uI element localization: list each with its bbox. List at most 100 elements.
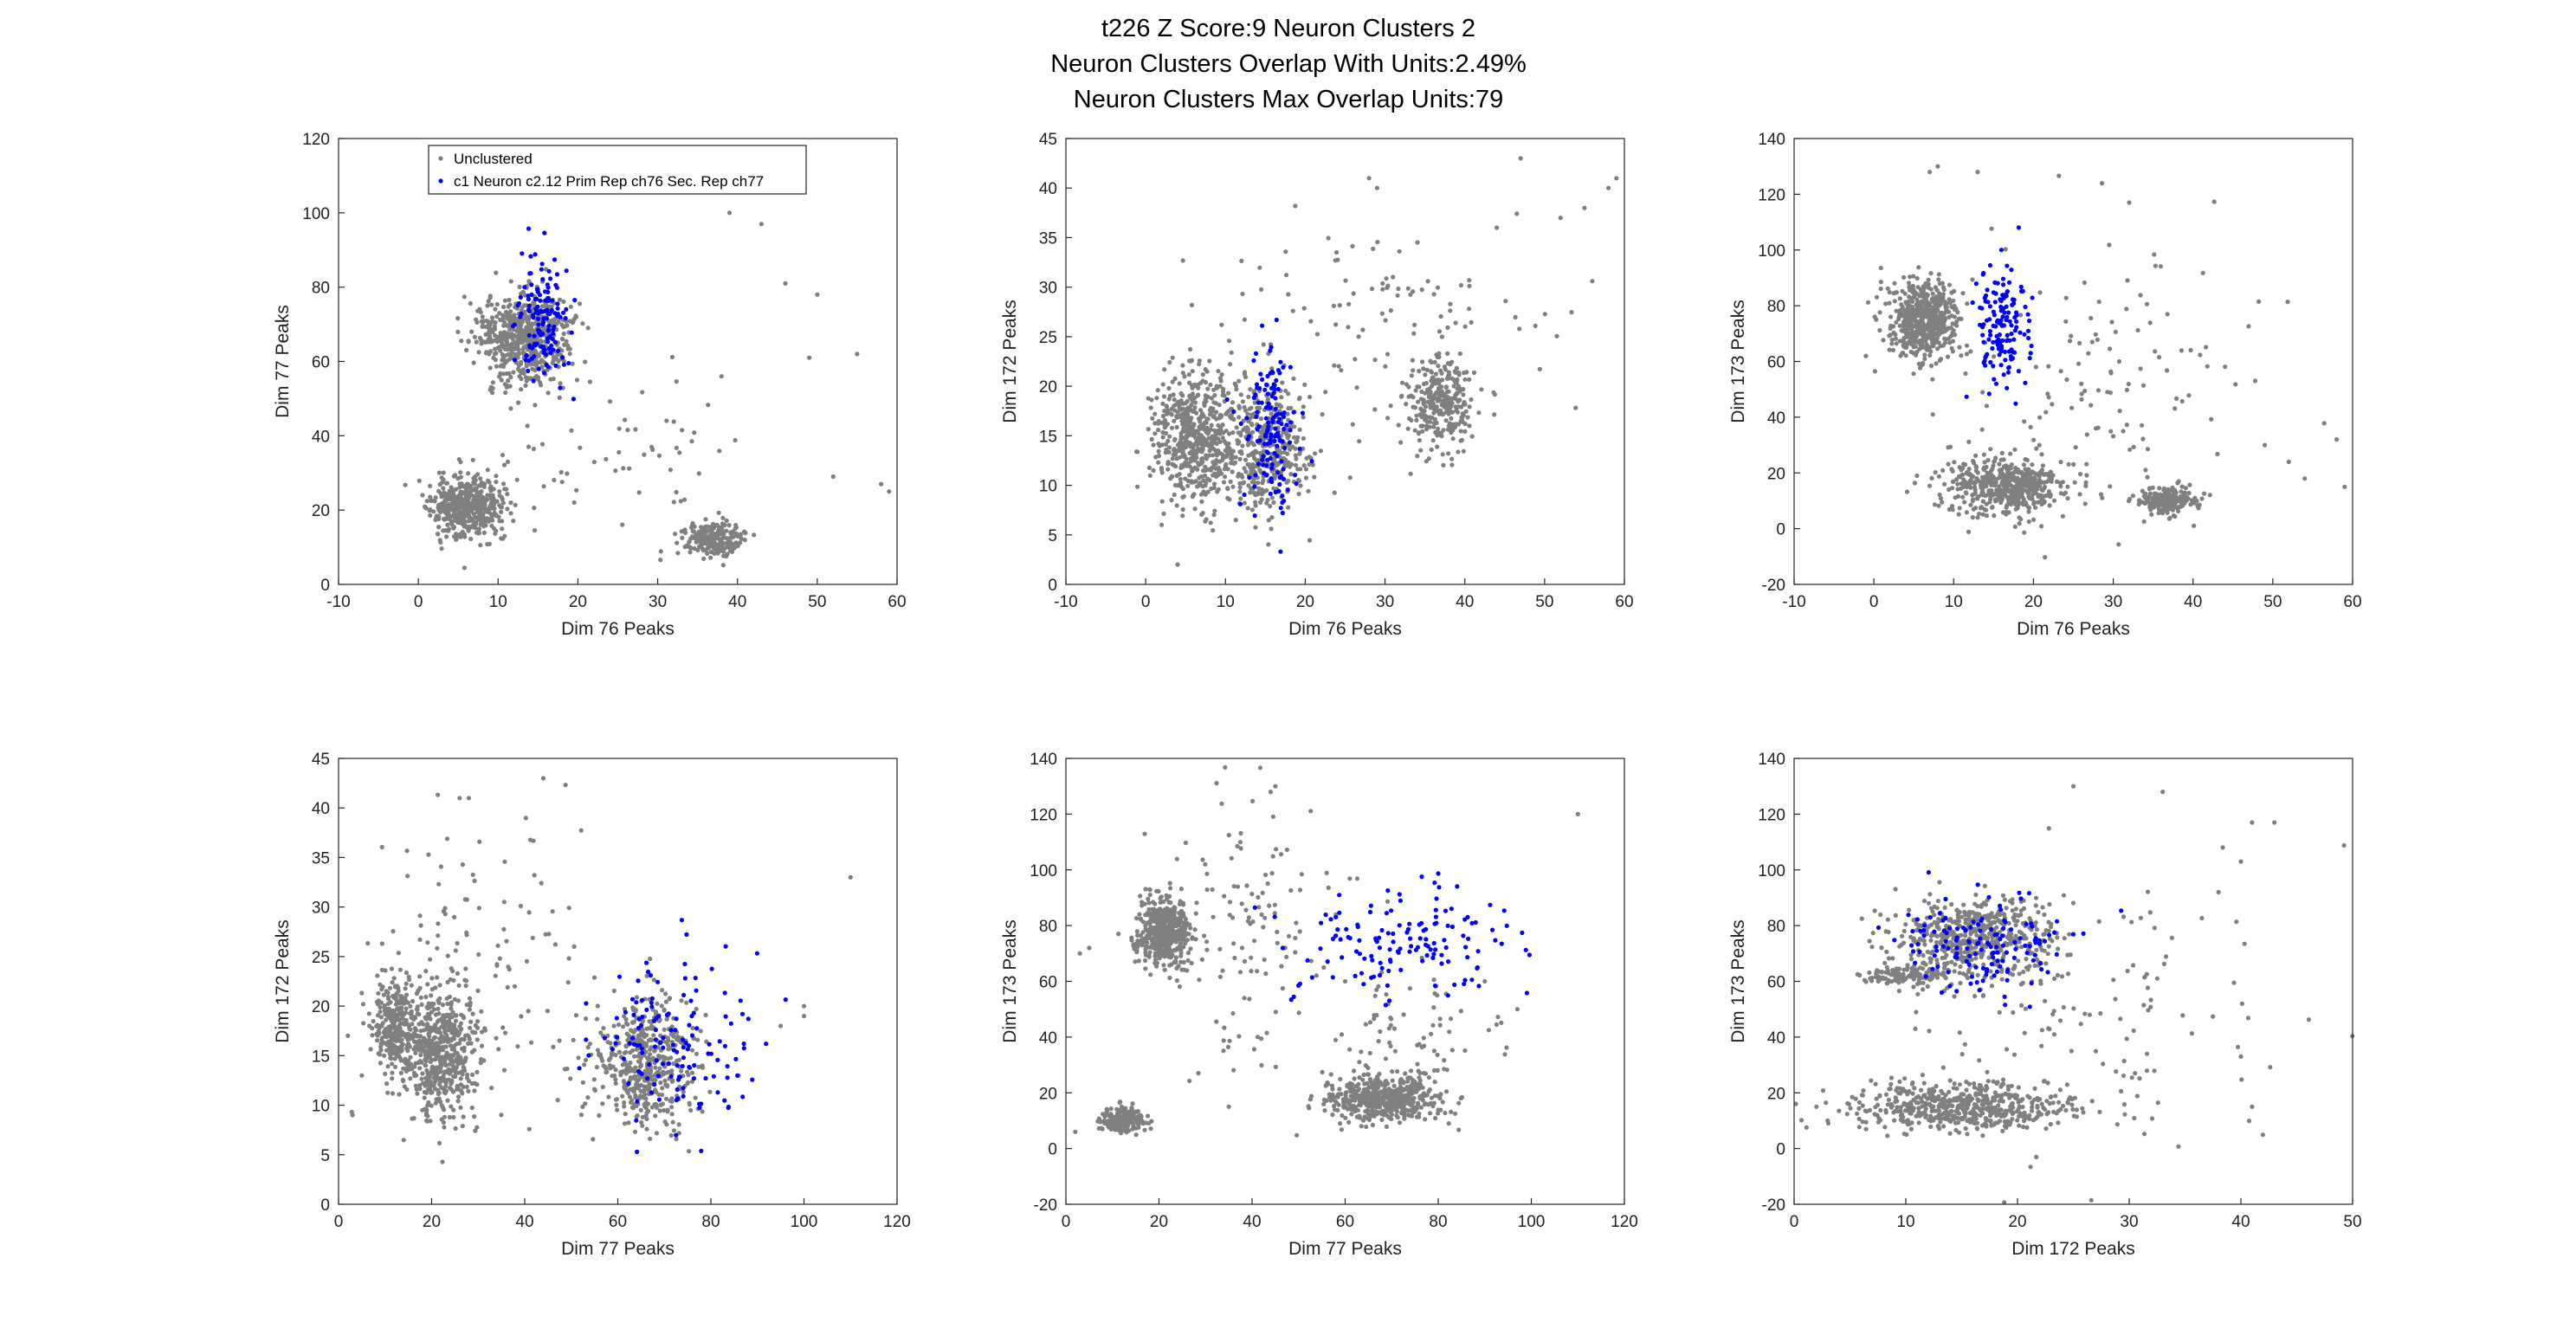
data-point [2008, 451, 2013, 456]
data-point [1245, 506, 1250, 511]
data-point [1927, 352, 1933, 358]
data-point [2149, 512, 2154, 517]
data-point [511, 327, 516, 332]
data-point [1135, 484, 1140, 489]
data-point [1960, 291, 1966, 296]
data-point [539, 261, 545, 267]
data-point [1423, 372, 1428, 377]
data-point [526, 317, 532, 322]
data-point [370, 1033, 375, 1038]
data-point [558, 469, 564, 475]
data-point [517, 374, 522, 379]
data-point [2150, 485, 2155, 490]
data-point [1165, 467, 1171, 472]
data-point [1994, 333, 1999, 339]
data-point [1925, 310, 1930, 316]
data-point [1155, 388, 1160, 393]
data-point [1219, 322, 1224, 327]
data-point [2014, 319, 2019, 324]
data-point [388, 1000, 393, 1005]
data-point [2205, 364, 2210, 369]
data-point [1998, 457, 2004, 462]
data-point [1185, 414, 1191, 419]
data-point [1205, 431, 1211, 436]
data-point [2010, 493, 2015, 498]
data-point [1998, 297, 2003, 302]
data-point [554, 272, 560, 277]
x-tick-label: 40 [728, 593, 746, 611]
data-point [1357, 439, 1362, 444]
data-point [2034, 446, 2039, 451]
data-point [1425, 279, 1430, 284]
data-point [488, 319, 494, 326]
data-point [481, 506, 487, 512]
data-point [1196, 392, 1201, 397]
data-point [1264, 382, 1269, 387]
data-point [1177, 405, 1182, 410]
data-point [717, 448, 722, 454]
data-point [1220, 389, 1226, 394]
data-point [1437, 409, 1443, 414]
data-point [2179, 484, 2185, 489]
data-point [699, 525, 704, 530]
data-point [2098, 492, 2104, 497]
data-point [583, 359, 588, 364]
data-point [1454, 390, 1459, 396]
data-point [718, 547, 723, 552]
data-point [1449, 376, 1455, 381]
data-point [2000, 293, 2005, 298]
data-point [1878, 280, 1883, 285]
data-point [1170, 355, 1175, 360]
data-point [1421, 401, 1426, 406]
data-point [1429, 370, 1435, 375]
data-point [1981, 452, 1986, 457]
x-axis-label: Dim 76 Peaks [2017, 619, 2130, 639]
data-point [1275, 443, 1280, 448]
data-point [636, 490, 642, 495]
data-point [1919, 342, 1924, 347]
data-point [1927, 320, 1932, 326]
data-point [1933, 320, 1938, 326]
data-point [2026, 483, 2031, 488]
data-point [449, 490, 455, 495]
data-point [708, 549, 713, 555]
data-point [687, 539, 692, 545]
data-point [1424, 381, 1429, 386]
data-point [477, 531, 482, 536]
data-point [2256, 299, 2262, 304]
data-point [1146, 465, 1152, 471]
data-point [538, 380, 543, 385]
data-point [2116, 542, 2121, 547]
data-point [1997, 461, 2002, 467]
data-point [1253, 500, 1258, 505]
data-point [1226, 390, 1231, 396]
data-point [478, 521, 483, 526]
data-point [1926, 277, 1931, 282]
data-point [1435, 285, 1441, 290]
data-point [2149, 500, 2154, 506]
data-point [1918, 300, 1923, 305]
data-point [1385, 283, 1391, 288]
data-point [1436, 329, 1443, 334]
data-point [1333, 322, 1339, 327]
data-point [480, 324, 485, 329]
data-point [513, 346, 518, 351]
data-point [1203, 492, 1208, 497]
data-point [1277, 481, 1282, 487]
data-point [2046, 364, 2051, 369]
data-point [1436, 396, 1441, 401]
data-point [1414, 417, 1419, 422]
data-point [1469, 319, 1474, 325]
data-point [1237, 489, 1243, 494]
data-point [1456, 399, 1461, 404]
data-point [2018, 313, 2024, 318]
data-point [1902, 345, 1908, 350]
data-point [1411, 404, 1416, 410]
data-point [474, 317, 479, 322]
data-point [1935, 333, 1940, 339]
data-point [1216, 436, 1221, 442]
data-point [503, 390, 508, 396]
data-point [2093, 332, 2098, 337]
data-point [2179, 503, 2185, 508]
data-point [1195, 484, 1200, 489]
